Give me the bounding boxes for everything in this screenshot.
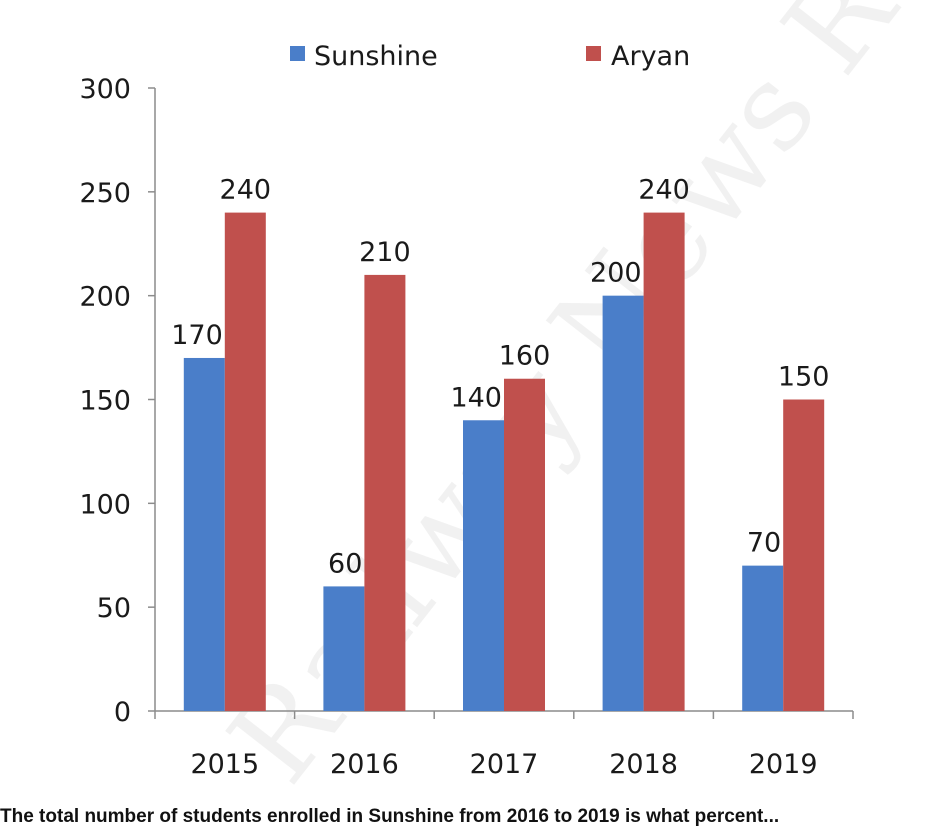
y-tick-label: 50 [97,593,131,624]
bar-sunshine [323,586,365,711]
data-labels: 170 240 60 210 140 160 200 240 70 150 [171,175,829,580]
data-label: 60 [328,548,362,579]
bar-aryan [364,274,406,711]
x-tick-label: 2016 [330,749,399,780]
y-tick-label: 200 [79,282,131,313]
question-caption: The total number of students enrolled in… [0,806,780,827]
data-label: 210 [359,237,411,268]
legend-swatch-sunshine [290,46,305,61]
x-tick-label: 2019 [749,749,818,780]
data-label: 160 [499,341,551,372]
bar-sunshine [463,420,504,711]
legend-swatch-aryan [586,46,601,61]
legend: Sunshine Aryan [290,41,690,72]
axes: 0 50 100 150 200 250 300 2015 2016 2017 2018 2019 [79,74,854,780]
legend-label-sunshine: Sunshine [314,41,438,72]
x-tick-label: 2015 [190,749,259,780]
y-tick-label: 300 [79,74,131,105]
bars [183,212,825,711]
bar-aryan [504,378,545,711]
bar-chart: Railway News Room 0501001502002503002015… [79,0,930,806]
data-label: 240 [638,175,690,206]
bar-sunshine [183,357,225,711]
data-label: 240 [220,175,272,206]
bar-aryan [783,399,825,711]
data-label: 170 [171,320,223,351]
x-tick-label: 2018 [609,749,678,780]
data-label: 140 [450,382,502,413]
x-tick-label: 2017 [470,749,539,780]
y-tick-label: 0 [114,697,131,728]
bar-aryan [643,212,685,711]
data-label: 70 [747,528,781,559]
data-label: 150 [778,362,830,393]
y-tick-label: 100 [79,489,131,520]
y-tick-label: 250 [79,178,131,209]
legend-label-aryan: Aryan [611,41,690,72]
y-tick-label: 150 [79,386,131,417]
bar-aryan [224,212,266,711]
bar-sunshine [742,565,784,711]
bar-sunshine [602,295,644,711]
data-label: 200 [590,258,642,289]
